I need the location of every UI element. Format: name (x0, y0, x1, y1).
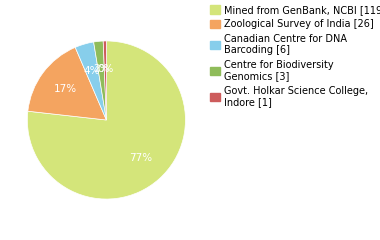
Text: 77%: 77% (129, 153, 152, 163)
Text: 2%: 2% (93, 64, 109, 74)
Wedge shape (75, 42, 106, 120)
Text: 17%: 17% (54, 84, 77, 94)
Legend: Mined from GenBank, NCBI [119], Zoological Survey of India [26], Canadian Centre: Mined from GenBank, NCBI [119], Zoologic… (210, 5, 380, 107)
Wedge shape (103, 41, 106, 120)
Wedge shape (28, 47, 106, 120)
Text: 0%: 0% (97, 64, 114, 74)
Wedge shape (93, 41, 106, 120)
Text: 4%: 4% (84, 66, 100, 76)
Wedge shape (27, 41, 185, 199)
